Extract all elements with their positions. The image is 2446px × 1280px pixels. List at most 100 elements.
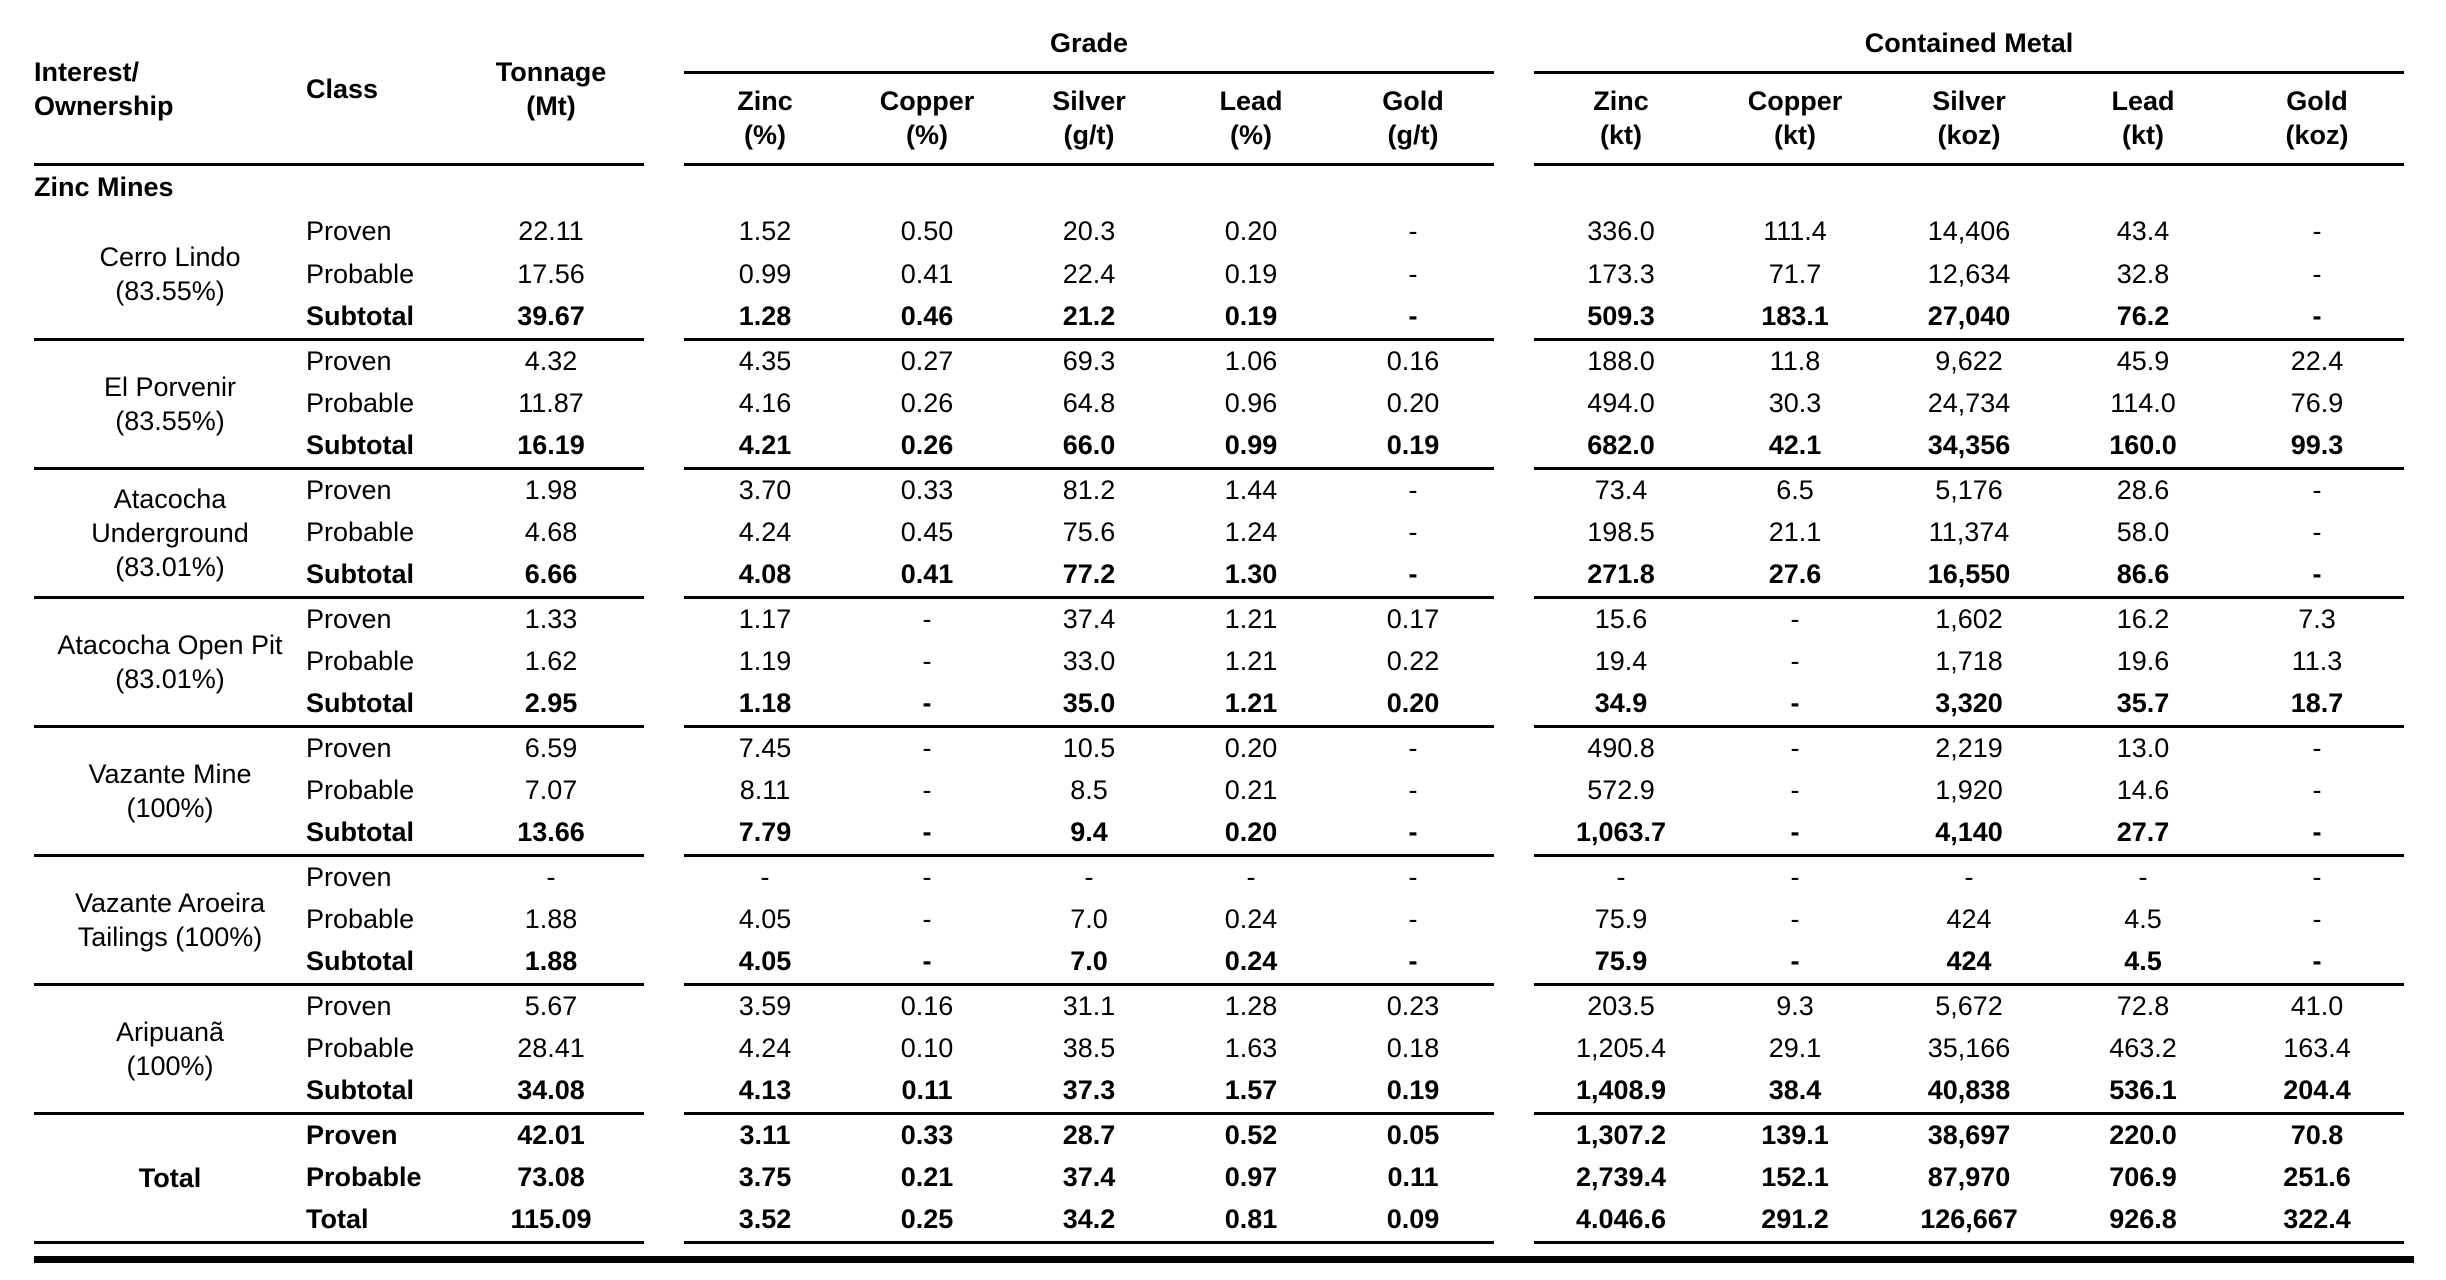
value-cell: 0.33	[900, 1119, 954, 1150]
value-cell: 11.8	[1769, 345, 1821, 376]
value-cell: 4.35	[738, 345, 792, 376]
value-cell: 37.3	[1008, 1070, 1170, 1115]
value-cell: 24,734	[1927, 388, 2011, 418]
mineral-reserves-table: Interest/Ownership Class Tonnage (Mt) Grade C…	[34, 16, 2404, 1244]
value-cell: 45.9	[2116, 345, 2170, 376]
header-line: (g/t)	[1387, 120, 1439, 150]
header-line: Lead	[2111, 86, 2175, 116]
value-cell: 1,307.2	[1575, 1119, 1667, 1150]
value-cell: 0.99	[1170, 425, 1332, 470]
column-gap	[644, 1113, 684, 1156]
value-cell: 0.20	[1332, 683, 1494, 728]
value-cell: 13.0	[2116, 732, 2170, 763]
column-gap	[1494, 597, 1534, 640]
value-cell: 35.7	[2056, 683, 2230, 728]
column-gap	[1494, 640, 1534, 683]
value-cell: 42.01	[517, 1119, 585, 1150]
column-gap	[644, 554, 684, 597]
value-cell: 1.88	[458, 941, 644, 986]
value-cell: 220.0	[2109, 1119, 2177, 1150]
value-cell: 1.57	[1170, 1070, 1332, 1115]
value-cell: 4.24	[738, 517, 792, 547]
value-cell: 0.19	[1224, 259, 1278, 289]
value-cell: 4.68	[524, 517, 578, 547]
value-cell: 4.16	[738, 388, 792, 418]
value-cell: -	[1408, 904, 1418, 934]
class-label: Probable	[306, 1162, 422, 1192]
column-gap	[644, 769, 684, 812]
value-cell: 0.27	[900, 345, 954, 376]
value-cell: 22.4	[1062, 259, 1116, 289]
value-cell: 1.06	[1224, 345, 1278, 376]
column-gap	[644, 296, 684, 339]
value-cell: 0.20	[1224, 732, 1278, 763]
column-gap	[1494, 468, 1534, 511]
mine-name: El Porvenir (83.55%)	[34, 339, 306, 470]
column-gap	[644, 812, 684, 855]
value-cell: 1.21	[1224, 603, 1278, 634]
value-cell: 4.5	[2056, 941, 2230, 986]
value-cell: 30.3	[1768, 388, 1822, 418]
column-gap	[1494, 683, 1534, 726]
header-row-columns: Zinc (%) Copper (%) Silver (g/t) Lead (%) Gold (g…	[34, 72, 2404, 166]
value-cell: 28.41	[517, 1033, 585, 1063]
table-row: Subtotal 39.67 1.28 0.46 21.2 0.19-509.3 183.1…	[34, 296, 2404, 341]
value-cell: 17.56	[517, 259, 585, 289]
class-label: Probable	[306, 775, 415, 805]
value-cell: 0.16	[900, 990, 954, 1021]
header-line: (Mt)	[526, 91, 576, 122]
value-cell: 1.17	[738, 603, 792, 634]
value-cell: 11,374	[1928, 517, 2010, 547]
table-row: Probable 73.08 3.75 0.21 37.4 0.97 0.11 2,739.4…	[34, 1156, 2404, 1199]
value-cell: 0.19	[1170, 296, 1332, 341]
class-label: Probable	[306, 646, 415, 676]
value-cell: 27.6	[1708, 554, 1882, 599]
value-cell: 28.7	[1062, 1119, 1116, 1150]
header-line: Gold	[1382, 86, 1444, 116]
value-cell: 111.4	[1763, 216, 1827, 246]
column-gap	[1494, 769, 1534, 812]
value-cell: 7.07	[524, 775, 578, 805]
value-cell: 73.4	[1594, 474, 1648, 505]
col-header-metal-gold: Gold (koz)	[2230, 72, 2404, 166]
value-cell: 0.26	[900, 388, 954, 418]
value-cell: 76.2	[2056, 296, 2230, 341]
table-row: Total 115.09 3.52 0.25 34.2 0.81 0.09 4.046.6 29…	[34, 1199, 2404, 1244]
bottom-rule	[34, 1255, 2414, 1263]
value-cell: 34,356	[1882, 425, 2056, 470]
table-header: Interest/Ownership Class Tonnage (Mt) Grade C…	[34, 16, 2404, 166]
value-cell: 8.5	[1070, 775, 1108, 805]
column-gap	[1494, 554, 1534, 597]
class-label: Probable	[306, 259, 415, 289]
table-row: Atacocha Underground (83.01%) Proven 1.98 3.7…	[34, 468, 2404, 599]
value-cell: 1.88	[524, 904, 578, 934]
value-cell: 114.0	[2110, 388, 2176, 418]
value-cell: 463.2	[2109, 1033, 2177, 1063]
value-cell: 1.21	[1170, 683, 1332, 728]
value-cell: 1.44	[1224, 474, 1278, 505]
value-cell: 15.6	[1594, 603, 1648, 634]
column-gap	[1494, 898, 1534, 941]
value-cell: 8.11	[739, 775, 791, 805]
table-row: El Porvenir (83.55%) Proven 4.32 4.35 0.27 69.…	[34, 339, 2404, 470]
mine-name-line: Tailings (100%)	[77, 921, 263, 952]
value-cell: 71.7	[1768, 259, 1822, 289]
value-cell: 2.95	[458, 683, 644, 728]
value-cell: 0.26	[846, 425, 1008, 470]
column-gap	[1494, 984, 1534, 1027]
col-header-interest-ownership: Interest/Ownership	[34, 16, 306, 166]
value-cell: 322.4	[2230, 1199, 2404, 1244]
value-cell: -	[1408, 732, 1418, 763]
value-cell: -	[2230, 812, 2404, 857]
column-gap	[1494, 382, 1534, 425]
col-header-metal-copper: Copper (kt)	[1708, 72, 1882, 166]
value-cell: 4.21	[684, 425, 846, 470]
mine-name-line: Vazante Mine	[88, 758, 252, 789]
value-cell: 1.33	[524, 603, 578, 634]
header-line: (koz)	[2285, 120, 2349, 150]
value-cell: 9.4	[1008, 812, 1170, 857]
value-cell: 35,166	[1927, 1033, 2011, 1063]
value-cell: 1.30	[1170, 554, 1332, 599]
value-cell: -	[2230, 296, 2404, 341]
value-cell: 291.2	[1708, 1199, 1882, 1244]
